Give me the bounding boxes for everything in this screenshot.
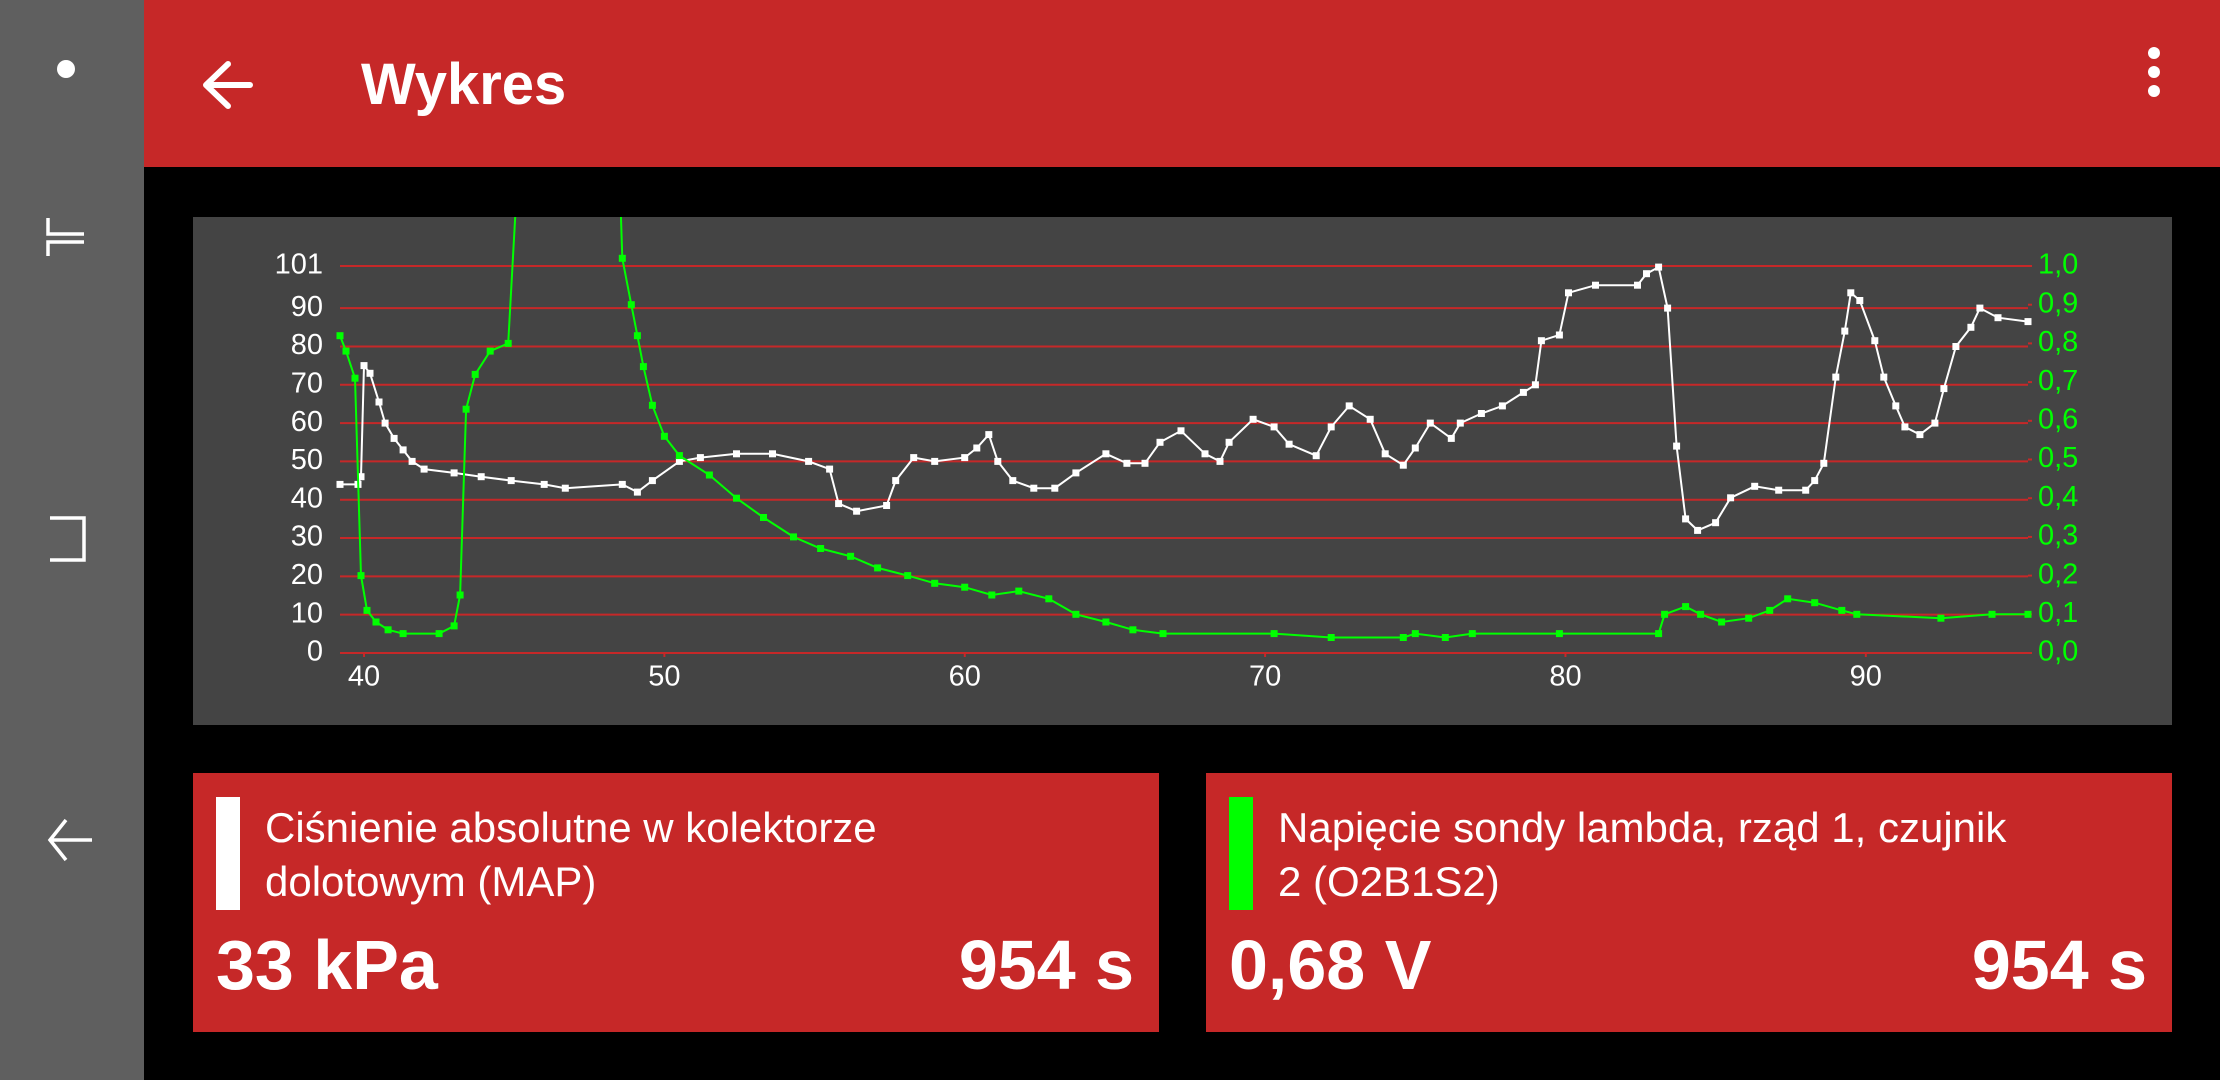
y-tick-label: 30	[291, 521, 323, 553]
y2-tick-label: 1,0	[2038, 249, 2078, 281]
card-value: 0,68 V	[1229, 926, 1432, 1004]
y-tick-label: 90	[291, 291, 323, 323]
y2-tick-label: 0,5	[2038, 442, 2078, 474]
y-tick-label: 70	[291, 367, 323, 399]
y-tick-label: 60	[291, 406, 323, 438]
card-label: Napięcie sondy lambda, rząd 1, czujnik 2 …	[1278, 801, 2006, 909]
label-line: dolotowym (MAP)	[265, 858, 597, 905]
y-tick-label: 50	[291, 444, 323, 476]
y-tick-label: 101	[275, 249, 323, 281]
series-line	[336, 263, 2032, 534]
info-card: Ciśnienie absolutne w kolektorze dolotowy…	[193, 773, 1159, 1032]
y-tick-label: 20	[291, 559, 323, 591]
card-label: Ciśnienie absolutne w kolektorze dolotowy…	[265, 801, 877, 909]
y2-tick-label: 0,4	[2038, 481, 2078, 513]
nav-recent[interactable]	[46, 218, 84, 256]
x-tick-label: 70	[1249, 661, 1281, 693]
y-tick-label: 10	[291, 597, 323, 629]
y-tick-label: 80	[291, 329, 323, 361]
y2-tick-label: 0,2	[2038, 558, 2078, 590]
card-time: 954 s	[958, 926, 1134, 1004]
y2-tick-label: 0,0	[2038, 636, 2078, 668]
y2-tick-label: 0,3	[2038, 520, 2078, 552]
color-swatch	[216, 797, 240, 910]
app-bar: Wykres	[144, 0, 2220, 167]
label-line: Napięcie sondy lambda, rząd 1, czujnik	[1278, 804, 2007, 851]
x-tick-label: 80	[1549, 661, 1581, 693]
y2-tick-label: 0,6	[2038, 403, 2078, 435]
card-value: 33 kPa	[216, 926, 438, 1004]
x-tick-label: 90	[1850, 661, 1882, 693]
y2-tick-label: 0,1	[2038, 597, 2078, 629]
app-bar-icons	[203, 47, 2160, 109]
y-tick-label: 0	[307, 636, 323, 668]
y2-tick-label: 0,7	[2038, 365, 2078, 397]
x-tick-label: 60	[949, 661, 981, 693]
y2-tick-label: 0,9	[2038, 287, 2078, 319]
label-line: Ciśnienie absolutne w kolektorze	[265, 804, 877, 851]
y-tick-label: 40	[291, 482, 323, 514]
navigation-bar	[0, 0, 144, 1080]
info-card: Napięcie sondy lambda, rząd 1, czujnik 2 …	[1206, 773, 2172, 1032]
nav-back[interactable]	[47, 818, 92, 862]
color-swatch	[1229, 797, 1253, 910]
nav-dot[interactable]	[57, 60, 75, 78]
menu-dot[interactable]	[2148, 85, 2160, 97]
label-line: 2 (O2B1S2)	[1278, 858, 1500, 905]
y2-tick-label: 0,8	[2038, 326, 2078, 358]
chart-panel	[193, 217, 2172, 725]
back-button[interactable]	[203, 61, 253, 109]
x-tick-label: 50	[648, 661, 680, 693]
nav-icons	[46, 60, 92, 862]
x-tick-label: 40	[348, 661, 380, 693]
card-time: 954 s	[1971, 926, 2147, 1004]
menu-dot[interactable]	[2148, 66, 2160, 78]
app-title: Wykres	[361, 52, 567, 117]
nav-home[interactable]	[50, 516, 86, 562]
menu-dot[interactable]	[2148, 47, 2160, 59]
